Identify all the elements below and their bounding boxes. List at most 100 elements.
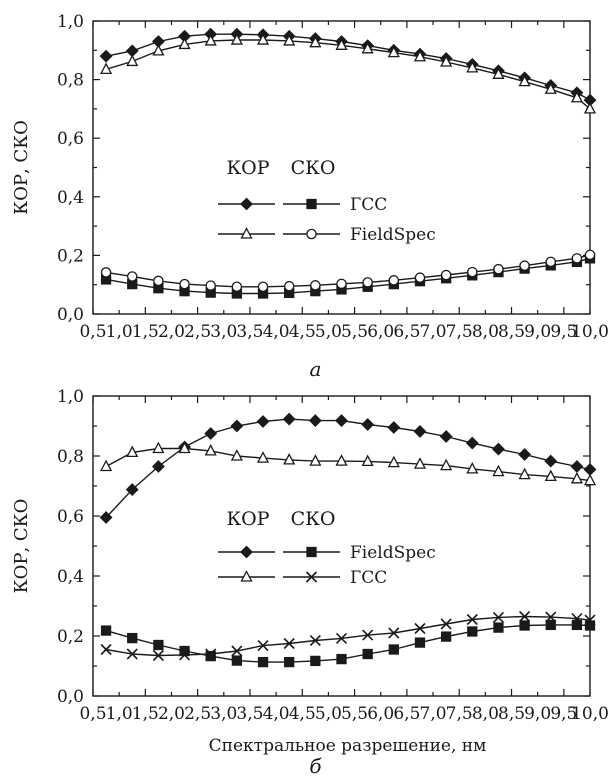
x-tick-label: 5,5 bbox=[341, 322, 368, 342]
y-tick-label: 0,0 bbox=[57, 305, 84, 325]
series-kor-fieldspec-point bbox=[256, 33, 270, 45]
series-kor-gss-point bbox=[466, 462, 479, 474]
series-kor-fieldspec-point bbox=[256, 415, 270, 428]
series-kor-fieldspec-point bbox=[518, 74, 531, 87]
series-kor-fieldspec-point bbox=[413, 424, 427, 438]
series-sko-fieldspec-point bbox=[310, 280, 321, 291]
x-tick-label: 0,5 bbox=[79, 704, 106, 724]
legend-header-sko: СКО bbox=[291, 157, 336, 179]
series-sko-fieldspec-point bbox=[179, 278, 190, 290]
series-kor-fieldspec-point bbox=[335, 38, 348, 50]
series-kor-fieldspec-point bbox=[492, 442, 505, 456]
x-tick-label: 1,5 bbox=[132, 322, 159, 342]
series-kor-fieldspec-point bbox=[465, 436, 479, 450]
series-sko-fieldspec-point bbox=[414, 637, 426, 648]
x-tick-label: 6,5 bbox=[393, 704, 420, 724]
series-sko-fieldspec-point bbox=[153, 275, 164, 287]
series-kor-fieldspec-point bbox=[570, 90, 583, 103]
legend-header-sko: СКО bbox=[291, 508, 336, 530]
series-kor-fieldspec-point bbox=[583, 102, 597, 114]
series-kor-fieldspec-point bbox=[308, 414, 322, 428]
series-kor-fieldspec-point bbox=[100, 62, 113, 74]
x-tick-label: 5,0 bbox=[315, 704, 342, 724]
x-tick-label: 2,5 bbox=[184, 704, 211, 724]
series-sko-gss-point bbox=[309, 634, 321, 647]
legend-marker-sko-fieldspec bbox=[306, 546, 317, 558]
series-kor-fieldspec-point bbox=[204, 427, 218, 440]
series-sko-fieldspec-point bbox=[440, 631, 452, 642]
series-sko-fieldspec-point bbox=[283, 280, 295, 292]
series-sko-fieldspec-point bbox=[205, 280, 216, 291]
legend-marker-kor-gss bbox=[240, 570, 253, 582]
series-kor-fieldspec-point bbox=[283, 34, 296, 46]
legend: КОР СКО FieldSpec ГСС bbox=[218, 508, 436, 588]
series-sko-gss-point bbox=[205, 648, 217, 660]
series-kor-fieldspec-point bbox=[125, 483, 139, 497]
series-sko-fieldspec-point bbox=[545, 619, 556, 631]
chart-panel-b: 0,5 1,0 1,5 2,0 2,5 3,0 3,5 4,0 4,5 5,0 5,5 6,0 6,5 7… bbox=[11, 387, 609, 778]
legend-label-gss: ГСС bbox=[350, 195, 387, 215]
series-sko-fieldspec-point bbox=[362, 648, 373, 660]
series-kor-fieldspec-point bbox=[178, 37, 191, 50]
series-sko-fieldspec-point bbox=[231, 655, 243, 666]
series-sko-fieldspec-point bbox=[493, 622, 504, 633]
x-tick-label: 8,5 bbox=[498, 322, 525, 342]
series-kor-gss bbox=[100, 441, 597, 486]
series-kor-fieldspec bbox=[100, 33, 597, 114]
series-kor-fieldspec-point bbox=[583, 463, 597, 476]
series-kor-gss-point bbox=[256, 451, 270, 463]
legend-marker-kor-gss bbox=[240, 197, 253, 211]
series-sko-fieldspec-point bbox=[545, 256, 557, 268]
x-tick-label: 7,5 bbox=[446, 704, 473, 724]
series-sko-gss bbox=[100, 253, 596, 299]
series-sko-gss-line bbox=[105, 615, 591, 657]
chart-panel-a: 0,5 1,0 1,5 2,0 2,5 3,0 3,5 4,0 4,5 5,0 5,5 6,0 6,5 7… bbox=[11, 12, 609, 381]
series-kor-fieldspec-point bbox=[126, 54, 139, 67]
series-sko-gss-point bbox=[414, 622, 426, 635]
y-tick-label: 0,8 bbox=[57, 71, 84, 91]
x-tick-label: 2,5 bbox=[184, 322, 211, 342]
legend-header-kor: КОР bbox=[226, 157, 269, 179]
x-tick-label: 7,5 bbox=[446, 322, 473, 342]
series-kor-gss-point bbox=[387, 455, 400, 468]
series-kor-fieldspec-line bbox=[105, 39, 591, 110]
series-sko-fieldspec bbox=[100, 619, 596, 668]
series-sko-gss-point bbox=[584, 614, 596, 626]
x-tick-label: 6,5 bbox=[393, 322, 420, 342]
series-kor-gss-point bbox=[178, 441, 191, 454]
x-tick-label: 1,0 bbox=[106, 322, 133, 342]
y-tick-label: 0,6 bbox=[57, 507, 84, 527]
series-kor-fieldspec-line bbox=[105, 418, 591, 518]
series-sko-fieldspec-line bbox=[105, 254, 591, 288]
series-kor-fieldspec-point bbox=[492, 67, 505, 79]
plot-frame bbox=[92, 395, 591, 697]
series-sko-gss-point bbox=[362, 629, 374, 641]
series-kor-gss-point bbox=[544, 469, 557, 482]
y-tick-label: 0,4 bbox=[57, 567, 84, 587]
series-sko-gss-point bbox=[335, 632, 348, 644]
series-sko-fieldspec-point bbox=[257, 281, 269, 293]
x-tick-label: 1,0 bbox=[106, 704, 133, 724]
series-sko-fieldspec-point bbox=[127, 632, 138, 644]
series-sko-fieldspec-point bbox=[388, 644, 399, 655]
y-tick-label: 0,4 bbox=[57, 188, 84, 208]
x-tick-label: 7,0 bbox=[420, 322, 447, 342]
x-tick-label: 3,0 bbox=[210, 322, 237, 342]
series-sko-fieldspec-point bbox=[336, 653, 347, 665]
series-sko-fieldspec-point bbox=[519, 260, 530, 271]
panel-label: б bbox=[309, 754, 322, 778]
x-tick-label: 3,0 bbox=[210, 704, 237, 724]
series-kor-fieldspec-point bbox=[387, 45, 400, 58]
series-kor-gss-point bbox=[440, 458, 453, 471]
series-sko-fieldspec-point bbox=[205, 650, 216, 662]
legend-label-gss: ГСС bbox=[350, 568, 387, 588]
legend-marker-sko-gss bbox=[306, 198, 317, 210]
x-tick-label: 4,0 bbox=[263, 704, 290, 724]
series-kor-gss-point bbox=[230, 449, 243, 461]
series-kor-fieldspec-point bbox=[440, 55, 453, 67]
series-kor-gss-point bbox=[335, 454, 348, 466]
series-kor-gss-point bbox=[309, 454, 322, 466]
series-kor-gss-point bbox=[100, 459, 113, 472]
series-kor-gss-line bbox=[105, 33, 591, 101]
